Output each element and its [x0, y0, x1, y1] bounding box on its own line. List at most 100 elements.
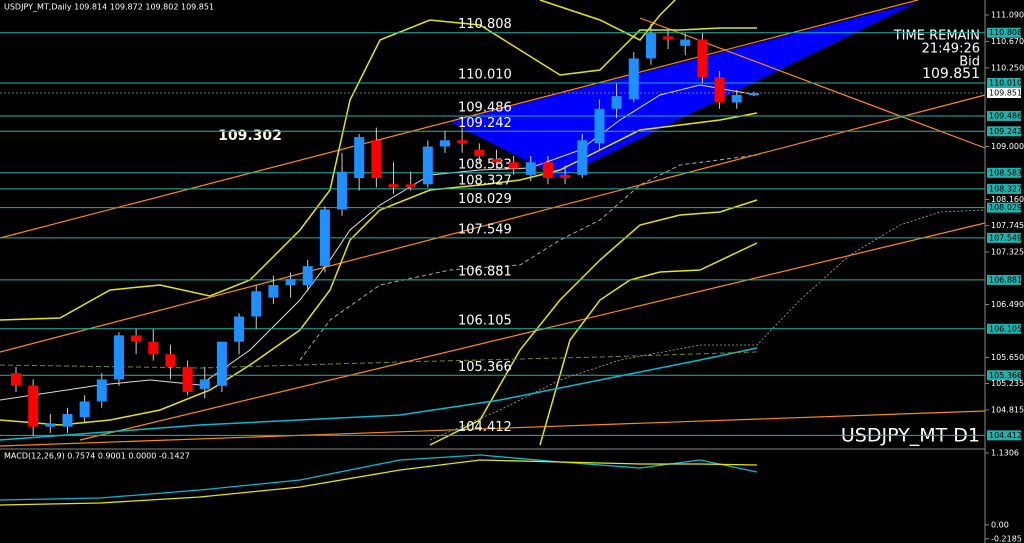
annotation: 109.302	[218, 128, 282, 144]
candle-body	[422, 146, 433, 185]
macd-tick-label: 0.00	[991, 520, 1009, 529]
level-box-label: 106.881	[989, 275, 1022, 284]
candle-body	[113, 335, 124, 380]
level-label: 105.366	[458, 360, 512, 375]
candle-body	[319, 209, 330, 267]
level-label: 108.029	[458, 192, 512, 207]
candle-body	[542, 162, 553, 179]
candle-body	[354, 137, 365, 179]
y-tick-label: 110.670	[991, 37, 1024, 46]
candle-body	[165, 354, 176, 367]
candle-body	[697, 39, 708, 78]
candle-body	[611, 96, 622, 109]
candle-body	[79, 401, 90, 418]
level-box	[987, 232, 1021, 243]
level-label: 108.583	[458, 157, 512, 172]
level-box	[987, 167, 1021, 178]
candle-body	[302, 266, 313, 286]
ma	[0, 347, 758, 441]
candle-body	[714, 77, 725, 103]
candle-body	[474, 149, 485, 156]
level-label: 106.105	[458, 313, 512, 328]
candle-body	[251, 291, 262, 317]
level-box	[987, 430, 1021, 441]
cloud	[429, 209, 986, 441]
candle-body	[285, 278, 296, 286]
y-tick-label: 104.815	[991, 405, 1024, 414]
level-label: 109.242	[458, 116, 512, 131]
y-tick-label: 105.650	[991, 353, 1024, 362]
macd-signal	[0, 459, 758, 506]
level-box-label: 105.366	[989, 371, 1022, 380]
candle-body	[216, 341, 227, 386]
bid-value: 109.851	[922, 66, 980, 82]
indicators	[0, 0, 986, 543]
level-box-label: 107.549	[989, 233, 1022, 242]
candle-body	[645, 33, 656, 59]
level-box	[987, 202, 1021, 213]
candle-body	[440, 140, 450, 147]
level-box-label: 106.105	[989, 324, 1022, 333]
bid-label: Bid	[959, 55, 980, 70]
kijun	[299, 154, 758, 361]
y-tick-label: 105.235	[991, 379, 1024, 388]
level-box-label: 109.242	[989, 127, 1022, 136]
candle-body	[457, 140, 468, 144]
level-box	[987, 323, 1021, 334]
level-label: 104.412	[458, 420, 512, 435]
candle-body	[28, 385, 39, 427]
level-box-label: 110.808	[989, 28, 1022, 37]
time-remain-value: 21:49:26	[922, 42, 980, 57]
candle-body	[62, 414, 73, 427]
candle-body	[680, 39, 691, 46]
chikou	[0, 351, 758, 369]
level-box	[987, 77, 1021, 88]
level-label: 106.881	[458, 264, 512, 279]
bid-box	[987, 87, 1021, 98]
candle-body	[508, 162, 519, 169]
macd-tick-label: 1.1306	[991, 449, 1019, 458]
candle-body	[11, 373, 21, 386]
level-label: 107.549	[458, 222, 512, 237]
candle-body	[131, 335, 142, 342]
level-box-label: 110.010	[989, 78, 1022, 87]
level-box	[987, 274, 1021, 285]
candle-body	[405, 184, 416, 188]
candle-body	[748, 92, 759, 96]
candle-body	[560, 174, 571, 179]
y-tick-label: 108.160	[991, 195, 1024, 204]
y-tick-label: 107.325	[991, 247, 1024, 256]
candle-body	[268, 285, 279, 298]
y-tick-label: 106.490	[991, 300, 1024, 309]
candle-body	[371, 140, 382, 179]
level-box	[987, 110, 1021, 121]
level-box-label: 108.327	[989, 184, 1022, 193]
candle-body	[663, 36, 674, 40]
macd-title: MACD(12,26,9) 0.7574 0.9001 0.0000 -0.14…	[4, 452, 190, 461]
y-tick-label: 110.250	[991, 63, 1024, 72]
macd-tick-label: -0.2185	[991, 534, 1022, 543]
level-box-label: 104.412	[989, 431, 1022, 440]
y-tick-label: 109.000	[991, 142, 1024, 151]
candle-body	[388, 184, 399, 188]
y-tick-label: 107.745	[991, 221, 1024, 230]
candle-body	[628, 58, 639, 100]
candle-body	[96, 379, 107, 402]
candle-body	[148, 341, 159, 355]
level-box	[987, 126, 1021, 137]
level-box	[987, 27, 1021, 38]
candle-body	[337, 171, 348, 210]
level-label: 108.327	[458, 173, 512, 188]
level-label: 110.010	[458, 67, 512, 82]
candle-body	[594, 108, 605, 144]
candle-body	[731, 94, 742, 103]
level-box-label: 109.486	[989, 111, 1022, 120]
candle-body	[45, 423, 56, 427]
bollinger	[0, 0, 758, 446]
candle-body	[234, 316, 245, 342]
level-label: 110.808	[458, 17, 512, 32]
candle-body	[577, 140, 588, 175]
candle-body	[491, 159, 502, 163]
